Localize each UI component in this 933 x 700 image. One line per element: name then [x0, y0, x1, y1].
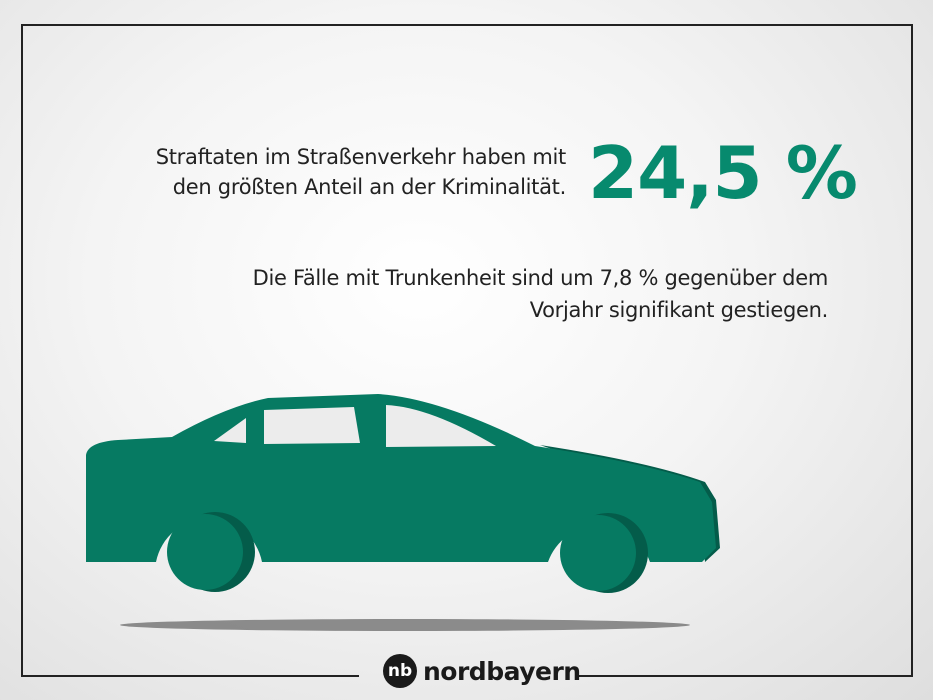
headline-percentage: 24,5 % [588, 131, 858, 215]
car-window-rear [214, 418, 246, 443]
rear-wheel [167, 512, 255, 592]
headline-line-1: Straftaten im Straßenverkehr haben mit [155, 145, 567, 169]
car-window-middle [264, 407, 360, 444]
subtext-line-2: Vorjahr signifikant gestiegen. [529, 298, 829, 322]
frame-border-left [21, 24, 23, 677]
front-wheel [560, 513, 648, 593]
headline-line-2: den größten Anteil an der Kriminalität. [172, 175, 567, 199]
headline-text: Straftaten im Straßenverkehr haben mit d… [155, 142, 567, 202]
car-shadow [120, 619, 690, 631]
frame-border-bottom-right [575, 675, 913, 677]
nordbayern-logo: nb nordbayern [383, 654, 581, 688]
frame-border-top [21, 24, 913, 26]
logo-text: nordbayern [423, 656, 581, 686]
car-body-side [540, 445, 720, 562]
car-window-front [386, 405, 496, 447]
frame-border-bottom-left [21, 675, 359, 677]
logo-mark-icon: nb [383, 654, 417, 688]
subtext: Die Fälle mit Trunkenheit sind um 7,8 % … [252, 262, 829, 326]
subtext-line-1: Die Fälle mit Trunkenheit sind um 7,8 % … [252, 266, 829, 290]
frame-border-right [911, 24, 913, 677]
